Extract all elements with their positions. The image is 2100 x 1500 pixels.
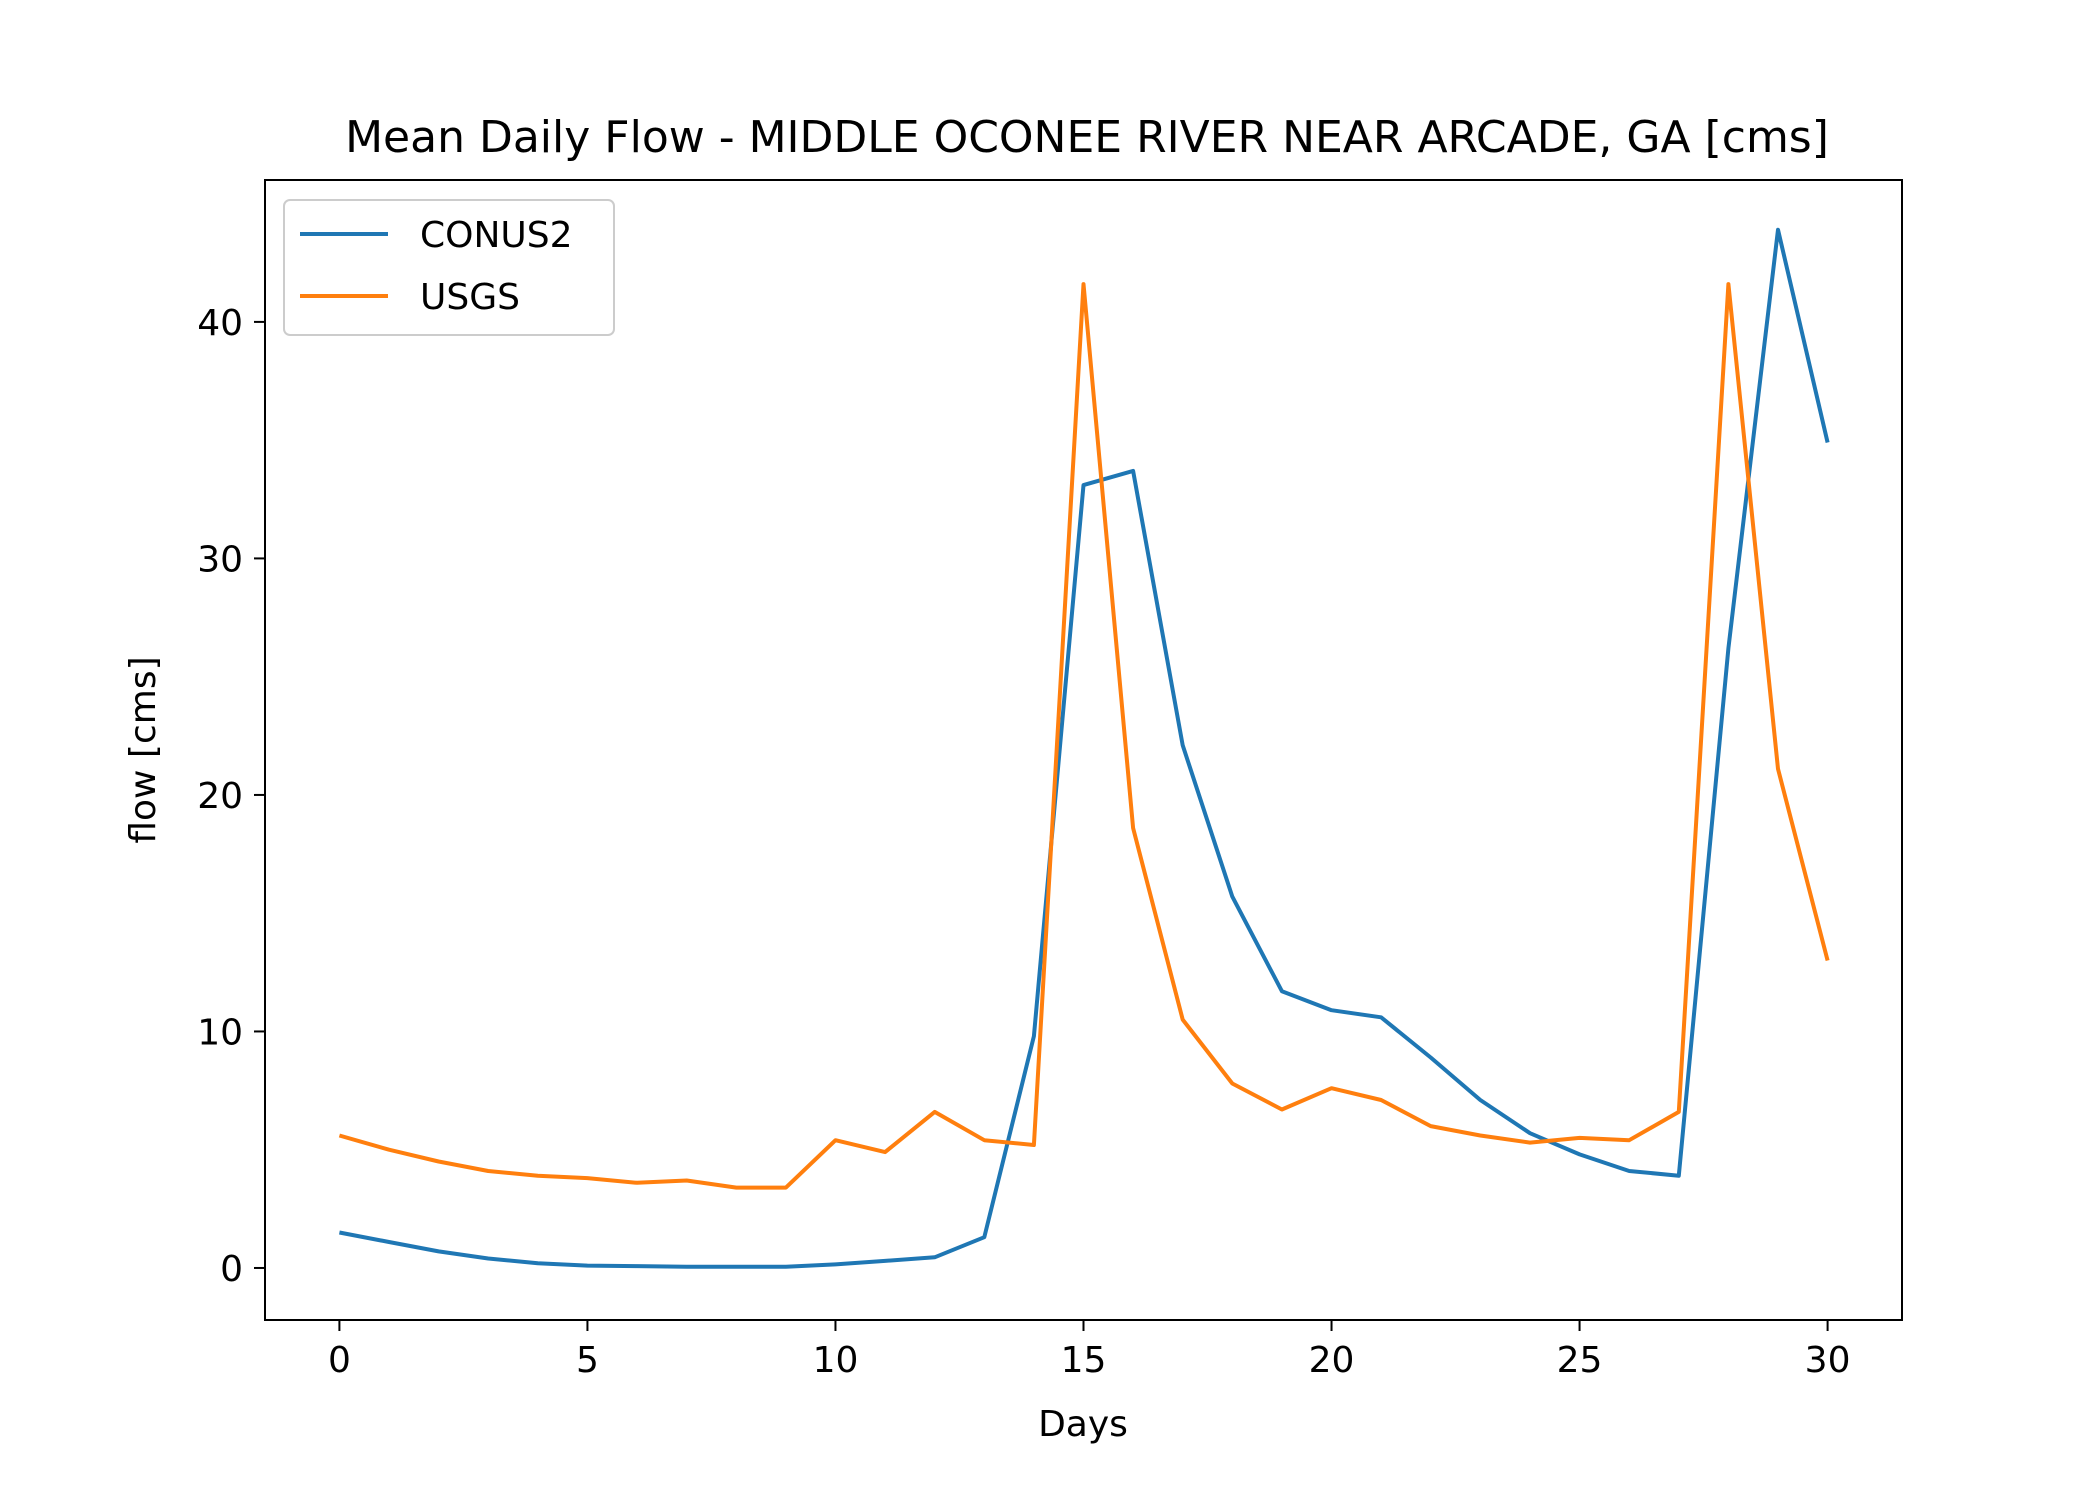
y-axis-label: flow [cms] [123,656,164,843]
x-tick-label: 30 [1805,1340,1851,1381]
x-tick-label: 15 [1061,1340,1107,1381]
legend-label-usgs: USGS [420,277,520,318]
x-axis-ticks: 0 5 10 15 20 25 30 [328,1320,1851,1381]
y-tick-label: 40 [197,303,243,344]
y-axis-ticks: 0 10 20 30 40 [197,303,265,1290]
x-axis-label: Days [1038,1404,1128,1445]
x-tick-label: 25 [1557,1340,1603,1381]
legend-label-conus2: CONUS2 [420,215,573,256]
series-line-usgs [338,282,1830,1190]
x-tick-label: 20 [1309,1340,1355,1381]
x-tick-label: 5 [576,1340,599,1381]
y-tick-label: 30 [197,539,243,580]
chart-title: Mean Daily Flow - MIDDLE OCONEE RIVER NE… [345,112,1829,163]
plot-area: 0 5 10 15 20 25 30 0 10 20 30 40 [197,179,1903,1381]
y-tick-label: 0 [220,1249,243,1290]
plot-frame [264,179,1903,1321]
x-tick-label: 10 [813,1340,859,1381]
y-tick-label: 10 [197,1012,243,1053]
y-tick-label: 20 [197,776,243,817]
series-line-conus2 [339,227,1830,1269]
legend: CONUS2 USGS [283,199,615,336]
series-lines [338,227,1830,1269]
x-tick-label: 0 [328,1340,351,1381]
